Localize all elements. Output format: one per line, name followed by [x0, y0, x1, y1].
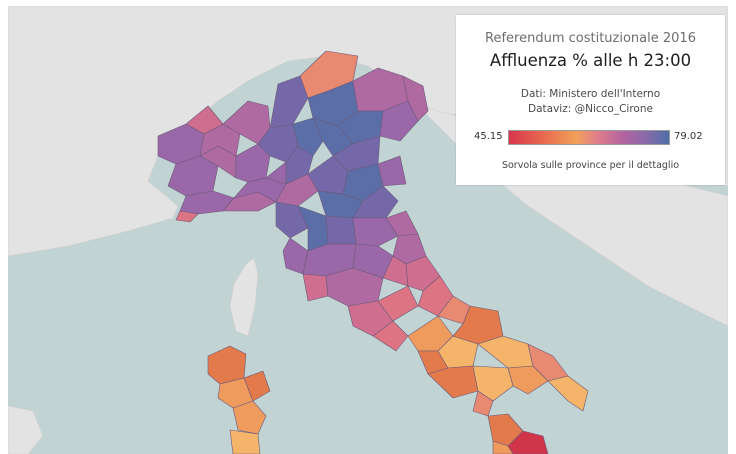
- provinces-layer[interactable]: [157, 50, 589, 454]
- legend-min-label: 45.15: [474, 131, 503, 142]
- legend-hint: Sorvola sulle province per il dettaglio: [501, 160, 680, 171]
- province-24[interactable]: [402, 75, 429, 122]
- sardinia-province-4[interactable]: [243, 370, 271, 402]
- legend-credit: Dataviz: @Nicco_Cirone: [528, 103, 653, 115]
- province-62[interactable]: [492, 440, 514, 454]
- legend-max-label: 79.02: [674, 131, 703, 142]
- province-56[interactable]: [547, 375, 589, 412]
- foreign-land-south: [8, 405, 44, 454]
- legend-source: Dati: Ministero dell'Interno: [520, 88, 661, 100]
- province-15[interactable]: [265, 161, 287, 185]
- sardinia-province-3[interactable]: [232, 400, 267, 435]
- island-corsica: [229, 257, 259, 337]
- province-33[interactable]: [325, 215, 357, 245]
- province-34[interactable]: [282, 237, 309, 275]
- sardinia-province-5[interactable]: [229, 429, 261, 454]
- color-scale-bar: [508, 130, 670, 145]
- province-29[interactable]: [352, 185, 399, 219]
- legend-title: Affluenza % alle h 23:00: [489, 51, 692, 70]
- province-37[interactable]: [352, 217, 399, 247]
- province-47[interactable]: [417, 275, 454, 317]
- sardinia-layer[interactable]: [207, 345, 271, 454]
- legend-panel: Referendum costituzionale 2016 Affluenza…: [456, 15, 725, 185]
- legend-subtitle: Referendum costituzionale 2016: [485, 31, 696, 46]
- province-58[interactable]: [472, 365, 514, 402]
- province-30[interactable]: [377, 155, 407, 187]
- province-51[interactable]: [437, 335, 479, 369]
- province-5[interactable]: [175, 210, 199, 223]
